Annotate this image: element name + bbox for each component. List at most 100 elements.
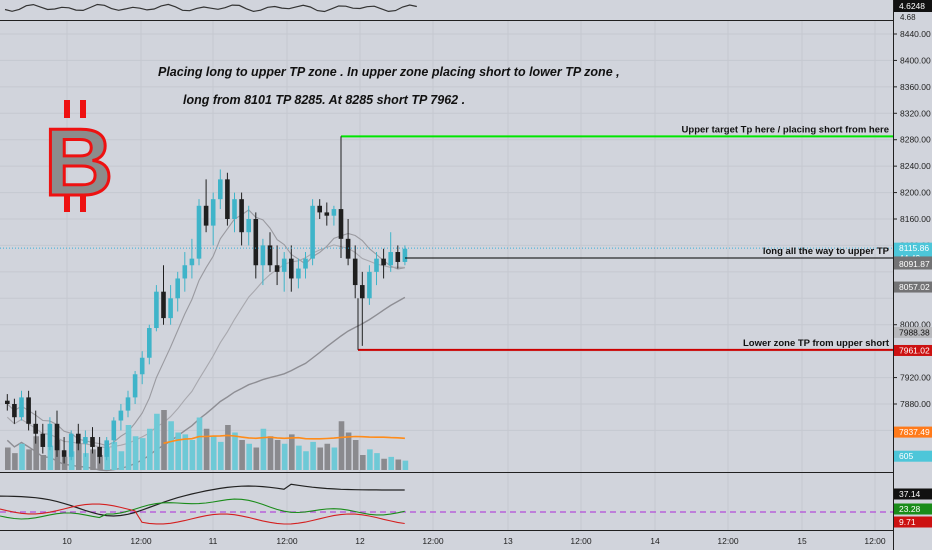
candle-body: [26, 397, 31, 424]
volume-bar: [196, 417, 203, 470]
price-tick-label: 7880.00: [900, 399, 931, 409]
volume-bar: [374, 453, 380, 470]
price-axis[interactable]: 8440.00 8400.00 8360.00 8320.00 8280.00 8240.…: [893, 29, 931, 409]
volume-bar: [182, 434, 189, 470]
oscillator-badge: [894, 503, 932, 515]
volume-bar: [225, 425, 231, 470]
volume-bar: [360, 455, 366, 470]
volume-bar: [352, 440, 359, 470]
candle-body: [331, 209, 337, 216]
candle-body: [118, 410, 124, 421]
time-tick-label: 11: [209, 536, 218, 546]
volume-bar: [203, 428, 210, 470]
volume-bar: [289, 434, 295, 470]
price-tick-label: 8360.00: [900, 82, 931, 92]
volume-bar: [147, 428, 153, 470]
annotation-line-1: Placing long to upper TP zone . In upper…: [158, 65, 620, 79]
volume-bar: [338, 421, 345, 470]
price-badge-label: 7837.49: [899, 427, 930, 437]
time-tick-label: 12: [355, 536, 365, 546]
candle-body: [61, 450, 67, 457]
candle-body: [303, 258, 308, 269]
candle-body: [196, 205, 202, 259]
volume-bar: [26, 449, 32, 470]
time-tick-label: 14: [650, 536, 660, 546]
candle-body: [232, 199, 237, 219]
volume-bar: [189, 440, 196, 470]
volume-bar: [210, 436, 217, 470]
volume-bar: [139, 438, 146, 470]
volume-bar: [12, 453, 18, 470]
price-badge: [894, 344, 932, 356]
candle-body: [402, 248, 408, 262]
candle-body: [104, 440, 109, 457]
volume-bar: [296, 445, 302, 470]
price-tick-label: 8240.00: [900, 161, 931, 171]
volume-bar: [267, 436, 274, 470]
volume-bar: [331, 447, 338, 470]
candle-body: [161, 291, 166, 319]
candle-body: [168, 298, 173, 319]
volume-bar: [118, 451, 125, 470]
volume-bar: [33, 436, 39, 470]
candle-body: [289, 258, 294, 279]
moving-average-line: [6, 244, 405, 448]
volume-bar: [175, 432, 181, 470]
candle-body: [395, 252, 401, 262]
price-badge-label: 605: [899, 451, 913, 461]
candle-body: [360, 285, 365, 299]
volume-bar: [97, 455, 103, 470]
price-badge-label: 7961.02: [899, 345, 930, 355]
oscillator-badge-label: 9.71: [899, 517, 916, 527]
price-tick-label: 8160.00: [900, 214, 931, 224]
oscillator-adx-line: [0, 483, 405, 517]
volume-bar: [154, 413, 160, 470]
candle-body: [239, 199, 244, 233]
oscillator-panel: [0, 483, 893, 525]
oscillator-badge-label: 37.14: [899, 489, 921, 499]
candle-body: [5, 400, 10, 404]
price-tick-label: 8280.00: [900, 135, 931, 145]
price-tick-label: 8440.00: [900, 29, 931, 39]
time-tick-label: 12:00: [130, 536, 152, 546]
volume-bar: [40, 455, 47, 470]
candle-body: [267, 245, 273, 266]
top-partial-tick: 4.68: [900, 13, 916, 22]
volume-bar: [5, 447, 11, 470]
candle-body: [90, 437, 95, 447]
candle-body: [352, 258, 358, 286]
oscillator-badge-label: 23.28: [899, 504, 921, 514]
time-tick-label: 13: [503, 536, 513, 546]
volume-bar: [19, 443, 25, 470]
price-badge: [894, 281, 932, 293]
volume-bar: [253, 447, 260, 470]
lower-target-label: Lower zone TP from upper short: [743, 338, 890, 349]
time-axis[interactable]: 10 12:00 11 12:00 12 12:00 13 12:00 14 12:00 15 12:…: [62, 536, 886, 546]
volume-bar: [402, 460, 409, 470]
candle-body: [210, 199, 216, 226]
volume-bar: [246, 443, 252, 470]
top-value-label: 4.6248: [899, 1, 925, 11]
time-tick-label: 12:00: [864, 536, 886, 546]
volume-bar: [260, 428, 267, 470]
price-badge-label: 8115.86: [899, 243, 929, 253]
time-tick-label: 15: [797, 536, 807, 546]
candle-body: [310, 205, 315, 259]
candle-body: [367, 271, 372, 299]
volume-bar: [239, 440, 245, 470]
volume-bar: [218, 441, 224, 470]
volume-ma-line: [163, 434, 405, 445]
price-badge-label: 8057.02: [899, 282, 930, 292]
volume-bar: [76, 443, 82, 470]
candle-body: [12, 404, 17, 418]
candle-body: [97, 446, 102, 457]
volume-bar: [90, 449, 96, 470]
candle-body: [203, 205, 209, 226]
volume-bar: [367, 449, 373, 470]
price-badge: [894, 426, 932, 438]
annotation-line-2: long from 8101 TP 8285. At 8285 short TP…: [183, 93, 465, 107]
volume-bar: [345, 432, 352, 470]
price-badge-label: 8091.87: [899, 259, 930, 269]
time-tick-label: 12:00: [570, 536, 592, 546]
